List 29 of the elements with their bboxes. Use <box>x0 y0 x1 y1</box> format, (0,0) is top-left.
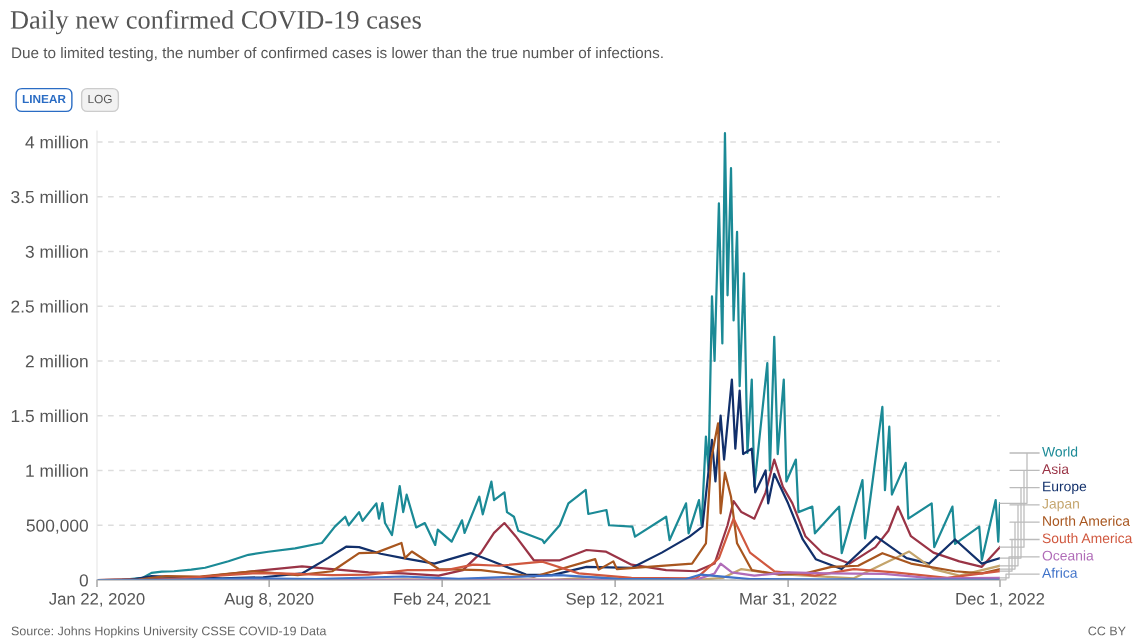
x-tick-label: Sep 12, 2021 <box>566 592 664 609</box>
x-tick-label: Feb 24, 2021 <box>394 592 491 607</box>
x-tick-label: Dec 1, 2022 <box>956 592 1045 607</box>
text: Japan <box>1042 498 1079 512</box>
text: CC BY <box>1088 626 1126 636</box>
x-tick-label: Jan 22, 2020 <box>49 592 145 607</box>
y-tick-label: 0 <box>79 574 88 587</box>
y-tick-label: 1.5 million <box>11 409 88 423</box>
x-tick-label: Mar 31, 2022 <box>740 592 837 607</box>
text: LINEAR <box>22 94 66 104</box>
chart-subtitle: Due to limited testing, the number of confirmed cases is lower than the true number of infections. <box>12 47 663 62</box>
text: South America <box>1042 533 1133 544</box>
y-tick-label: 2 million <box>25 354 88 368</box>
x-tick-label: Aug 8, 2020 <box>224 592 314 609</box>
text: World <box>1042 446 1078 457</box>
y-tick-label: 4 million <box>25 135 88 149</box>
y-tick-label: 2.5 million <box>11 299 88 313</box>
text: Oceania <box>1042 550 1094 561</box>
text: Europe <box>1043 481 1087 495</box>
y-tick-label: 3 million <box>25 245 88 258</box>
y-tick-label: 500,000 <box>26 519 88 534</box>
text: Asia <box>1042 463 1070 475</box>
text: North America <box>1043 515 1130 526</box>
chart-title: Daily new confirmed COVID-19 cases <box>10 10 421 35</box>
text: LOG <box>88 94 112 104</box>
y-tick-label: 1 million <box>26 464 88 477</box>
source-note: Source: Johns Hopkins University CSSE COVID-19 Data <box>11 626 327 638</box>
y-tick-label: 3.5 million <box>11 190 88 204</box>
text: Africa <box>1042 567 1078 578</box>
